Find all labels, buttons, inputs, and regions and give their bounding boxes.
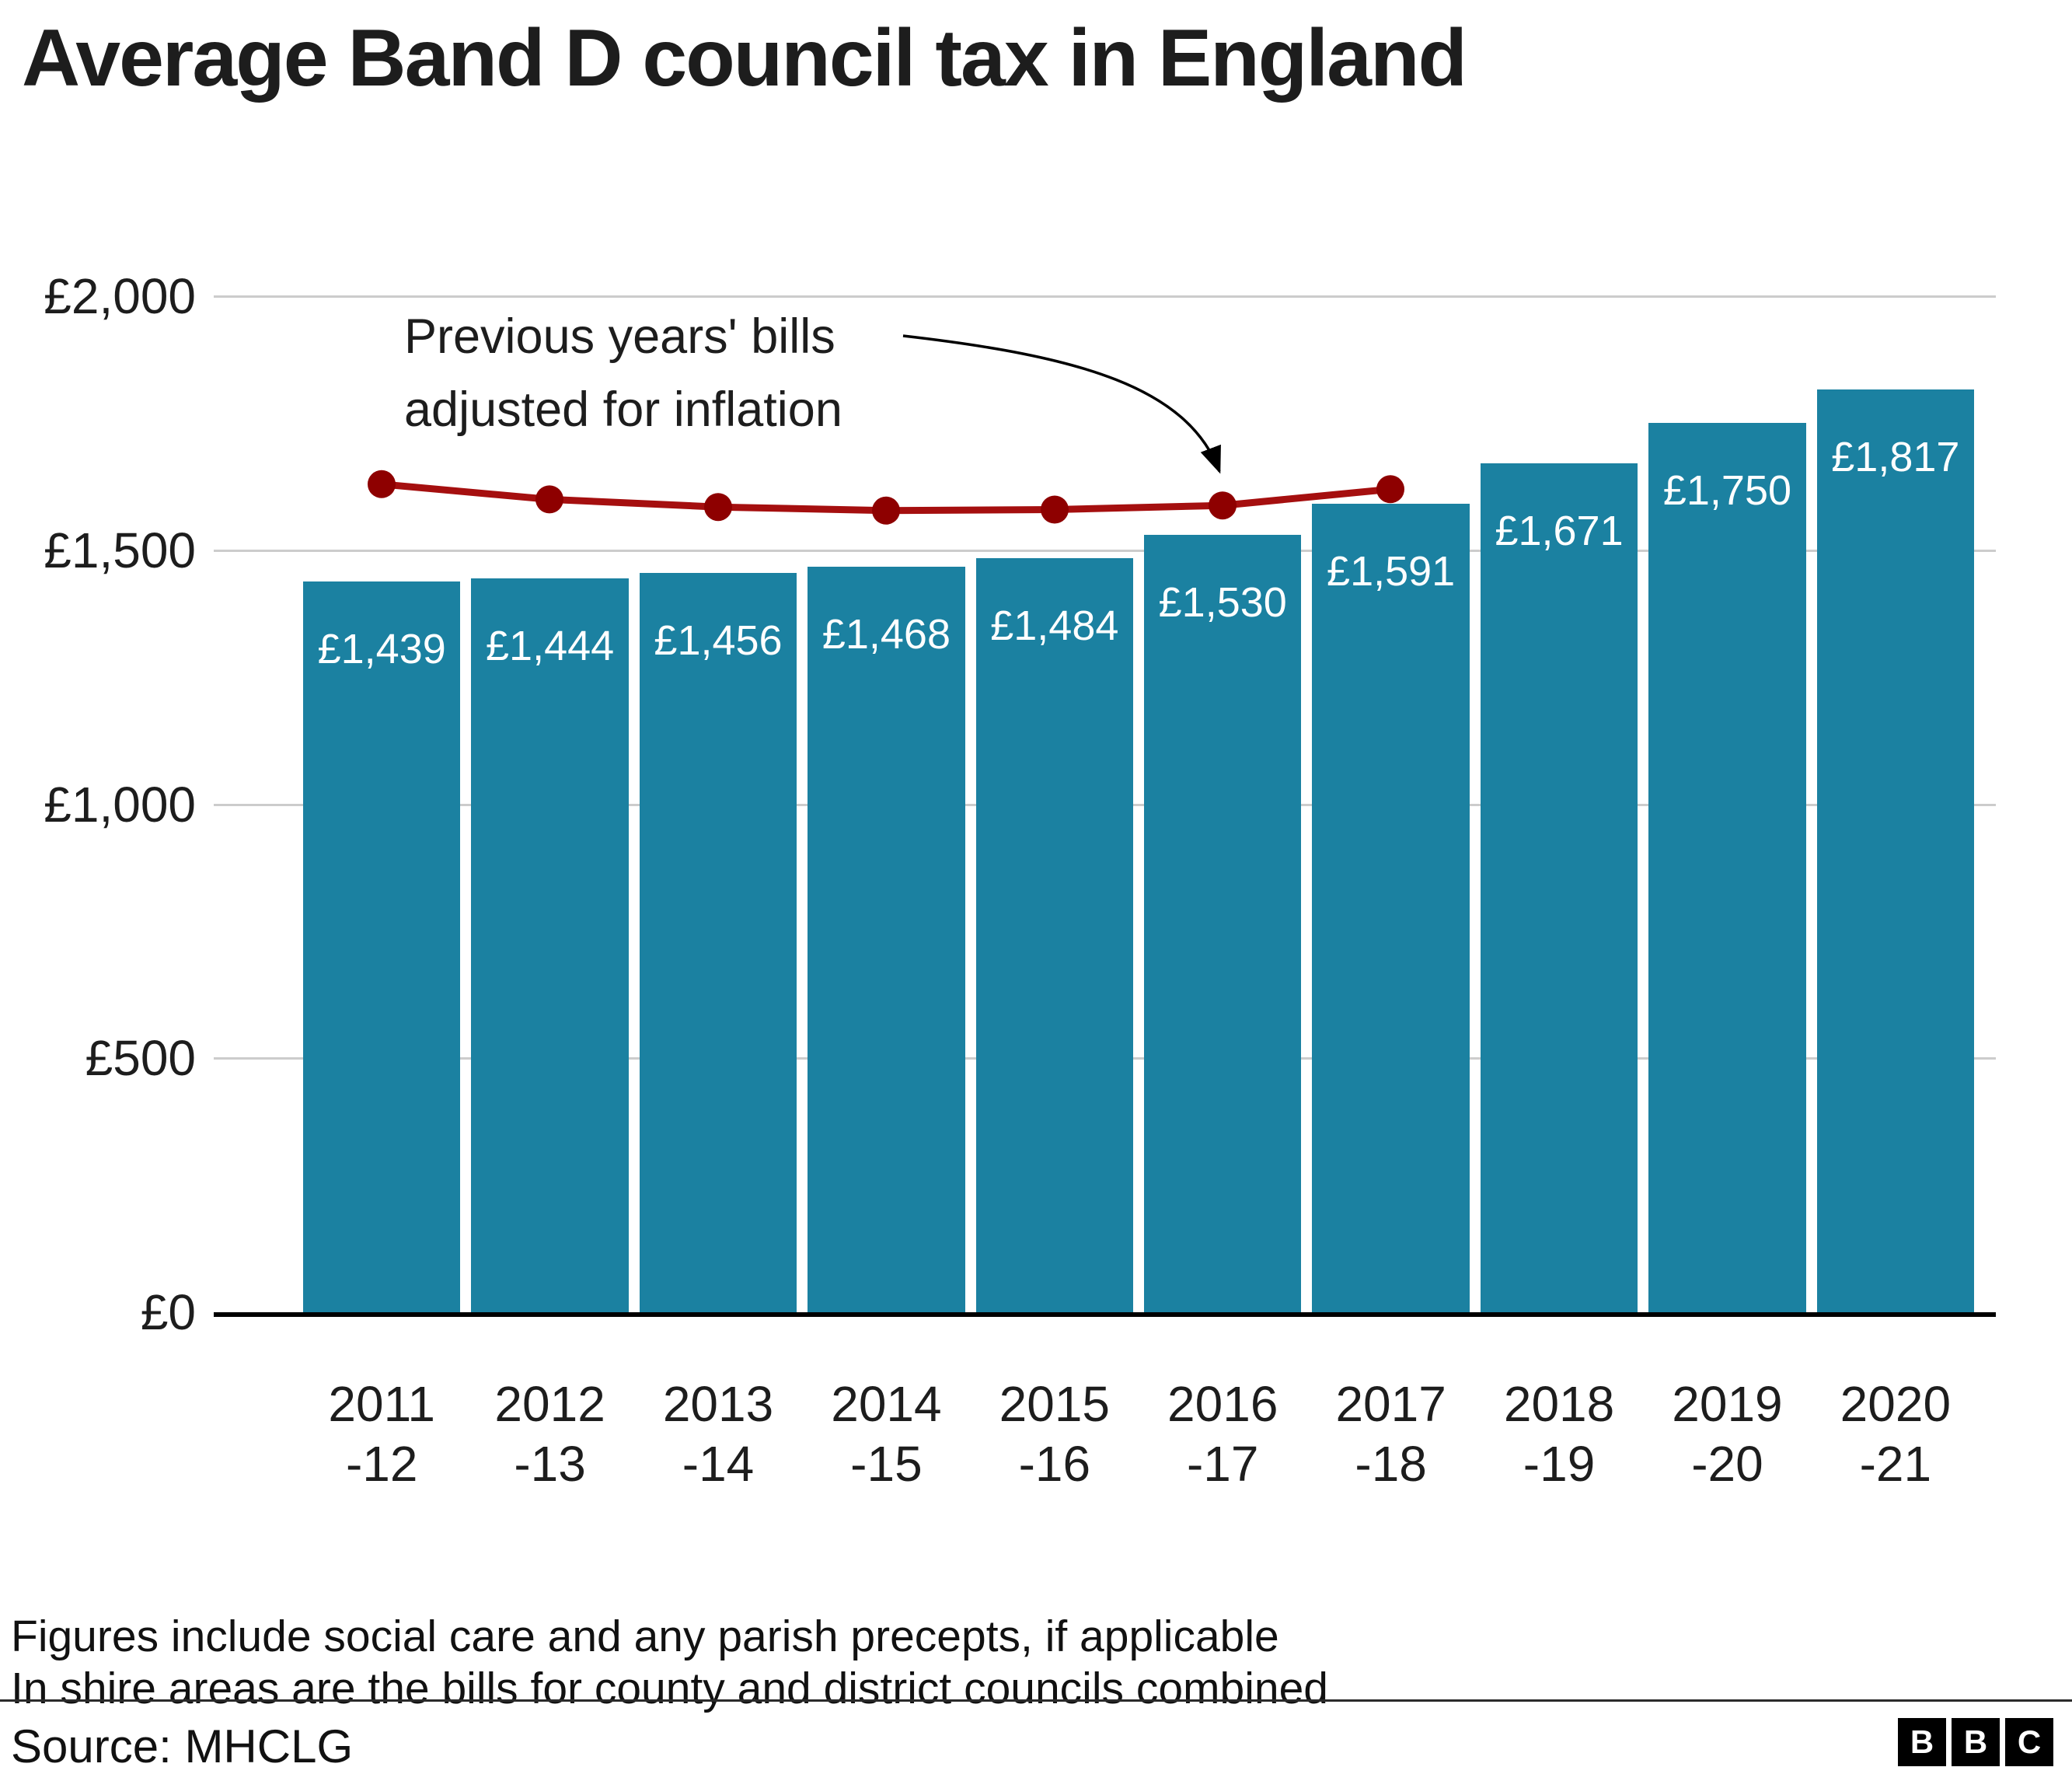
bar-2013-14: £1,456 — [639, 572, 797, 1312]
bar-2017-18: £1,591 — [1312, 504, 1470, 1312]
bbc-logo-letter: B — [1952, 1718, 2000, 1766]
annotation-line-1: Previous years' bills — [404, 309, 835, 364]
annotation-line-2: adjusted for inflation — [404, 382, 842, 437]
gridline — [214, 549, 1996, 552]
bar-2011-12: £1,439 — [303, 581, 461, 1312]
bar-value-label: £1,671 — [1495, 508, 1624, 555]
x-axis-label: 2011 -12 — [328, 1376, 436, 1492]
bar-value-label: £1,484 — [990, 602, 1119, 650]
x-axis-line — [214, 1312, 1996, 1317]
bar-2020-21: £1,817 — [1816, 389, 1975, 1312]
x-axis-label: 2012 -13 — [494, 1376, 605, 1492]
bar-2018-19: £1,671 — [1480, 463, 1638, 1312]
annotation-label: Previous years' bills adjusted for infla… — [404, 300, 842, 446]
x-axis-labels: 2011 -12 2012 -13 2013 -14 2014 -15 2015 -16 2016-… — [303, 1374, 1974, 1494]
footnote-1: Figures include social care and any pari… — [11, 1612, 1279, 1661]
source-label: Source: MHCLG — [11, 1720, 354, 1772]
y-axis-tick-label: £0 — [140, 1284, 196, 1340]
footer-divider — [0, 1699, 2072, 1702]
bar-2016-17: £1,530 — [1144, 535, 1302, 1312]
y-axis-tick-label: £1,000 — [44, 776, 196, 833]
bar-value-label: £1,468 — [821, 610, 951, 658]
bar-2014-15: £1,468 — [808, 566, 965, 1312]
bbc-logo-letter: B — [1898, 1718, 1946, 1766]
bar-value-label: £1,530 — [1158, 579, 1287, 627]
x-axis-label: 2018 -19 — [1503, 1376, 1615, 1492]
x-axis-label: 2020 -21 — [1840, 1376, 1952, 1492]
bbc-logo: B B C — [1898, 1718, 2053, 1766]
bar-2012-13: £1,444 — [471, 578, 629, 1312]
gridline — [214, 295, 1996, 298]
bar-value-label: £1,817 — [1831, 433, 1960, 480]
x-axis-label: 2019 -20 — [1672, 1376, 1783, 1492]
y-axis-tick-label: £1,500 — [44, 522, 196, 578]
chart-title: Average Band D council tax in England — [22, 13, 1467, 103]
x-axis-label: 2015 -16 — [999, 1376, 1111, 1492]
footnotes: Figures include social care and any pari… — [11, 1611, 1328, 1715]
y-axis-tick-label: £2,000 — [44, 268, 196, 324]
bar-value-label: £1,444 — [486, 623, 615, 670]
x-axis-label: 2013 -14 — [662, 1376, 774, 1492]
bar-value-label: £1,750 — [1662, 467, 1792, 515]
bbc-logo-letter: C — [2005, 1718, 2053, 1766]
bar-2019-20: £1,750 — [1648, 423, 1806, 1312]
bar-value-label: £1,591 — [1327, 548, 1456, 595]
x-axis-label: 2016 -17 — [1167, 1376, 1278, 1492]
bar-value-label: £1,456 — [654, 616, 783, 664]
y-axis-tick-label: £500 — [85, 1030, 196, 1087]
footnote-2: In shire areas are the bills for county … — [11, 1664, 1328, 1713]
bars-container: £1,439 £1,444 £1,456 £1,468 £1,484 £1,530 £1,5… — [303, 296, 1975, 1312]
bar-2015-16: £1,484 — [975, 558, 1134, 1312]
bar-value-label: £1,439 — [317, 625, 446, 672]
x-axis-label: 2014 -15 — [831, 1376, 942, 1492]
x-axis-label: 2017 -18 — [1335, 1376, 1446, 1492]
